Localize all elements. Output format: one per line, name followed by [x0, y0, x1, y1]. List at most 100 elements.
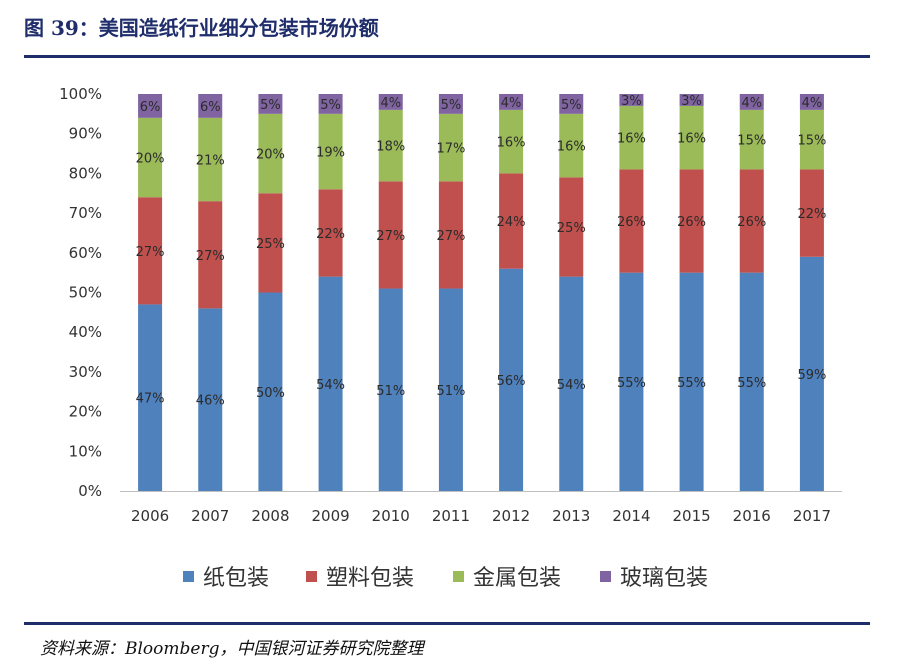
bar-segment: [739, 94, 764, 110]
x-tick-label: 2012: [492, 507, 530, 525]
bar-segment: [619, 105, 644, 170]
data-label: 27%: [136, 245, 165, 260]
source-note: 资料来源：Bloomberg，中国银河证券研究院整理: [40, 639, 424, 659]
bar-segment: [138, 94, 163, 118]
bar-segment: [559, 113, 584, 178]
data-label: 55%: [677, 376, 706, 391]
data-label: 51%: [436, 384, 465, 399]
data-label: 26%: [737, 215, 766, 230]
data-label: 17%: [436, 142, 465, 157]
data-label: 56%: [497, 374, 526, 389]
legend-label: 塑料包装: [326, 566, 414, 591]
bar-segment: [378, 109, 403, 182]
bar-segment: [378, 288, 403, 491]
bar-segment: [318, 189, 343, 277]
footer-rule: [24, 622, 870, 625]
x-tick-label: 2015: [672, 507, 710, 525]
bar-segment: [499, 94, 524, 110]
legend-label: 纸包装: [203, 566, 269, 591]
x-tick-label: 2011: [432, 507, 470, 525]
bar-segment: [619, 94, 644, 106]
bar-segment: [438, 94, 463, 114]
x-tick-label: 2017: [793, 507, 831, 525]
data-label: 16%: [677, 132, 706, 147]
data-label: 16%: [497, 136, 526, 151]
bar-segment: [799, 256, 824, 491]
data-label: 20%: [256, 148, 285, 163]
data-label: 4%: [501, 96, 522, 111]
data-label: 15%: [797, 134, 826, 149]
title-rule: [24, 55, 870, 58]
data-label: 5%: [441, 98, 462, 113]
y-tick-label: 80%: [69, 164, 102, 182]
y-tick-label: 20%: [69, 403, 102, 421]
bar-segment: [619, 169, 644, 273]
data-label: 55%: [617, 376, 646, 391]
data-label: 18%: [376, 140, 405, 155]
data-label: 4%: [741, 96, 762, 111]
data-label: 15%: [737, 134, 766, 149]
y-tick-label: 30%: [69, 363, 102, 381]
data-label: 25%: [557, 221, 586, 236]
bar-segment: [258, 193, 283, 293]
x-tick-label: 2014: [612, 507, 650, 525]
bar-segment: [198, 117, 223, 202]
data-label: 54%: [316, 378, 345, 393]
legend-swatch: [183, 571, 194, 582]
data-label: 5%: [320, 98, 341, 113]
y-tick-label: 10%: [69, 442, 102, 460]
y-tick-label: 50%: [69, 284, 102, 302]
bar-segment: [378, 94, 403, 110]
data-label: 6%: [200, 100, 221, 115]
bar-segment: [739, 169, 764, 273]
y-tick-label: 0%: [78, 482, 102, 500]
bar-segment: [318, 276, 343, 491]
x-tick-label: 2009: [311, 507, 349, 525]
bar-segment: [499, 173, 524, 269]
bar-segment: [559, 94, 584, 114]
bar-segment: [679, 169, 704, 273]
y-tick-label: 40%: [69, 323, 102, 341]
data-label: 26%: [617, 215, 646, 230]
legend-swatch: [453, 571, 464, 582]
data-label: 24%: [497, 215, 526, 230]
bar-segment: [499, 109, 524, 174]
x-tick-label: 2016: [733, 507, 771, 525]
x-tick-label: 2013: [552, 507, 590, 525]
stacked-bar-chart: 0% 10% 20% 30% 40% 50% 60% 70% 80% 90% 100% 47% 27% 2…: [59, 85, 842, 591]
data-label: 25%: [256, 237, 285, 252]
data-label: 27%: [196, 249, 225, 264]
y-tick-label: 90%: [69, 125, 102, 143]
bar-segment: [679, 94, 704, 106]
legend-swatch: [306, 571, 317, 582]
data-label: 3%: [681, 94, 702, 109]
bar-segment: [559, 276, 584, 491]
data-label: 4%: [802, 96, 823, 111]
data-label: 27%: [376, 229, 405, 244]
bar-segment: [378, 181, 403, 289]
bar-segment: [198, 308, 223, 491]
x-tick-label: 2010: [372, 507, 410, 525]
bar-segment: [739, 109, 764, 170]
data-label: 19%: [316, 146, 345, 161]
bar-segment: [318, 113, 343, 190]
y-tick-label: 70%: [69, 204, 102, 222]
data-label: 51%: [376, 384, 405, 399]
bar-segment: [499, 268, 524, 491]
bar-segment: [138, 117, 163, 198]
data-label: 5%: [260, 98, 281, 113]
bar-segment: [739, 272, 764, 491]
data-label: 46%: [196, 394, 225, 409]
bar-segment: [258, 292, 283, 491]
y-tick-label: 60%: [69, 244, 102, 262]
bar-segment: [258, 113, 283, 194]
data-label: 5%: [561, 98, 582, 113]
data-label: 54%: [557, 378, 586, 393]
x-tick-label: 2006: [131, 507, 169, 525]
data-label: 22%: [797, 207, 826, 222]
bar-segment: [138, 304, 163, 491]
legend-label: 金属包装: [473, 566, 561, 591]
data-label: 16%: [617, 132, 646, 147]
bar-segment: [258, 94, 283, 114]
figure-title: 图 39：美国造纸行业细分包装市场份额: [24, 16, 379, 40]
